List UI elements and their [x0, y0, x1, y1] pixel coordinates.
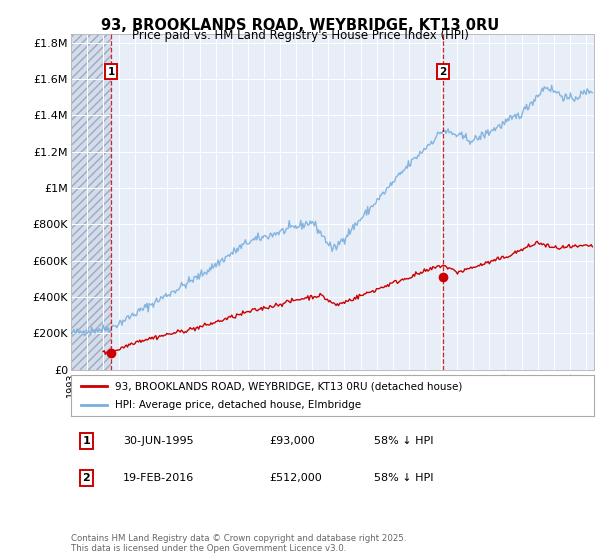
Text: 93, BROOKLANDS ROAD, WEYBRIDGE, KT13 0RU (detached house): 93, BROOKLANDS ROAD, WEYBRIDGE, KT13 0RU…: [115, 381, 463, 391]
Text: 58% ↓ HPI: 58% ↓ HPI: [374, 436, 434, 446]
Text: 93, BROOKLANDS ROAD, WEYBRIDGE, KT13 0RU: 93, BROOKLANDS ROAD, WEYBRIDGE, KT13 0RU: [101, 18, 499, 33]
Text: 19-FEB-2016: 19-FEB-2016: [123, 473, 194, 483]
Text: Price paid vs. HM Land Registry's House Price Index (HPI): Price paid vs. HM Land Registry's House …: [131, 29, 469, 42]
Text: 1: 1: [83, 436, 91, 446]
Text: £512,000: £512,000: [269, 473, 322, 483]
Text: 30-JUN-1995: 30-JUN-1995: [123, 436, 194, 446]
Text: 58% ↓ HPI: 58% ↓ HPI: [374, 473, 434, 483]
Bar: [71, 34, 111, 370]
Text: 1: 1: [107, 67, 115, 77]
Text: £93,000: £93,000: [269, 436, 316, 446]
Text: 2: 2: [83, 473, 91, 483]
Text: HPI: Average price, detached house, Elmbridge: HPI: Average price, detached house, Elmb…: [115, 400, 361, 409]
Text: 2: 2: [440, 67, 447, 77]
Text: Contains HM Land Registry data © Crown copyright and database right 2025.
This d: Contains HM Land Registry data © Crown c…: [71, 534, 406, 553]
